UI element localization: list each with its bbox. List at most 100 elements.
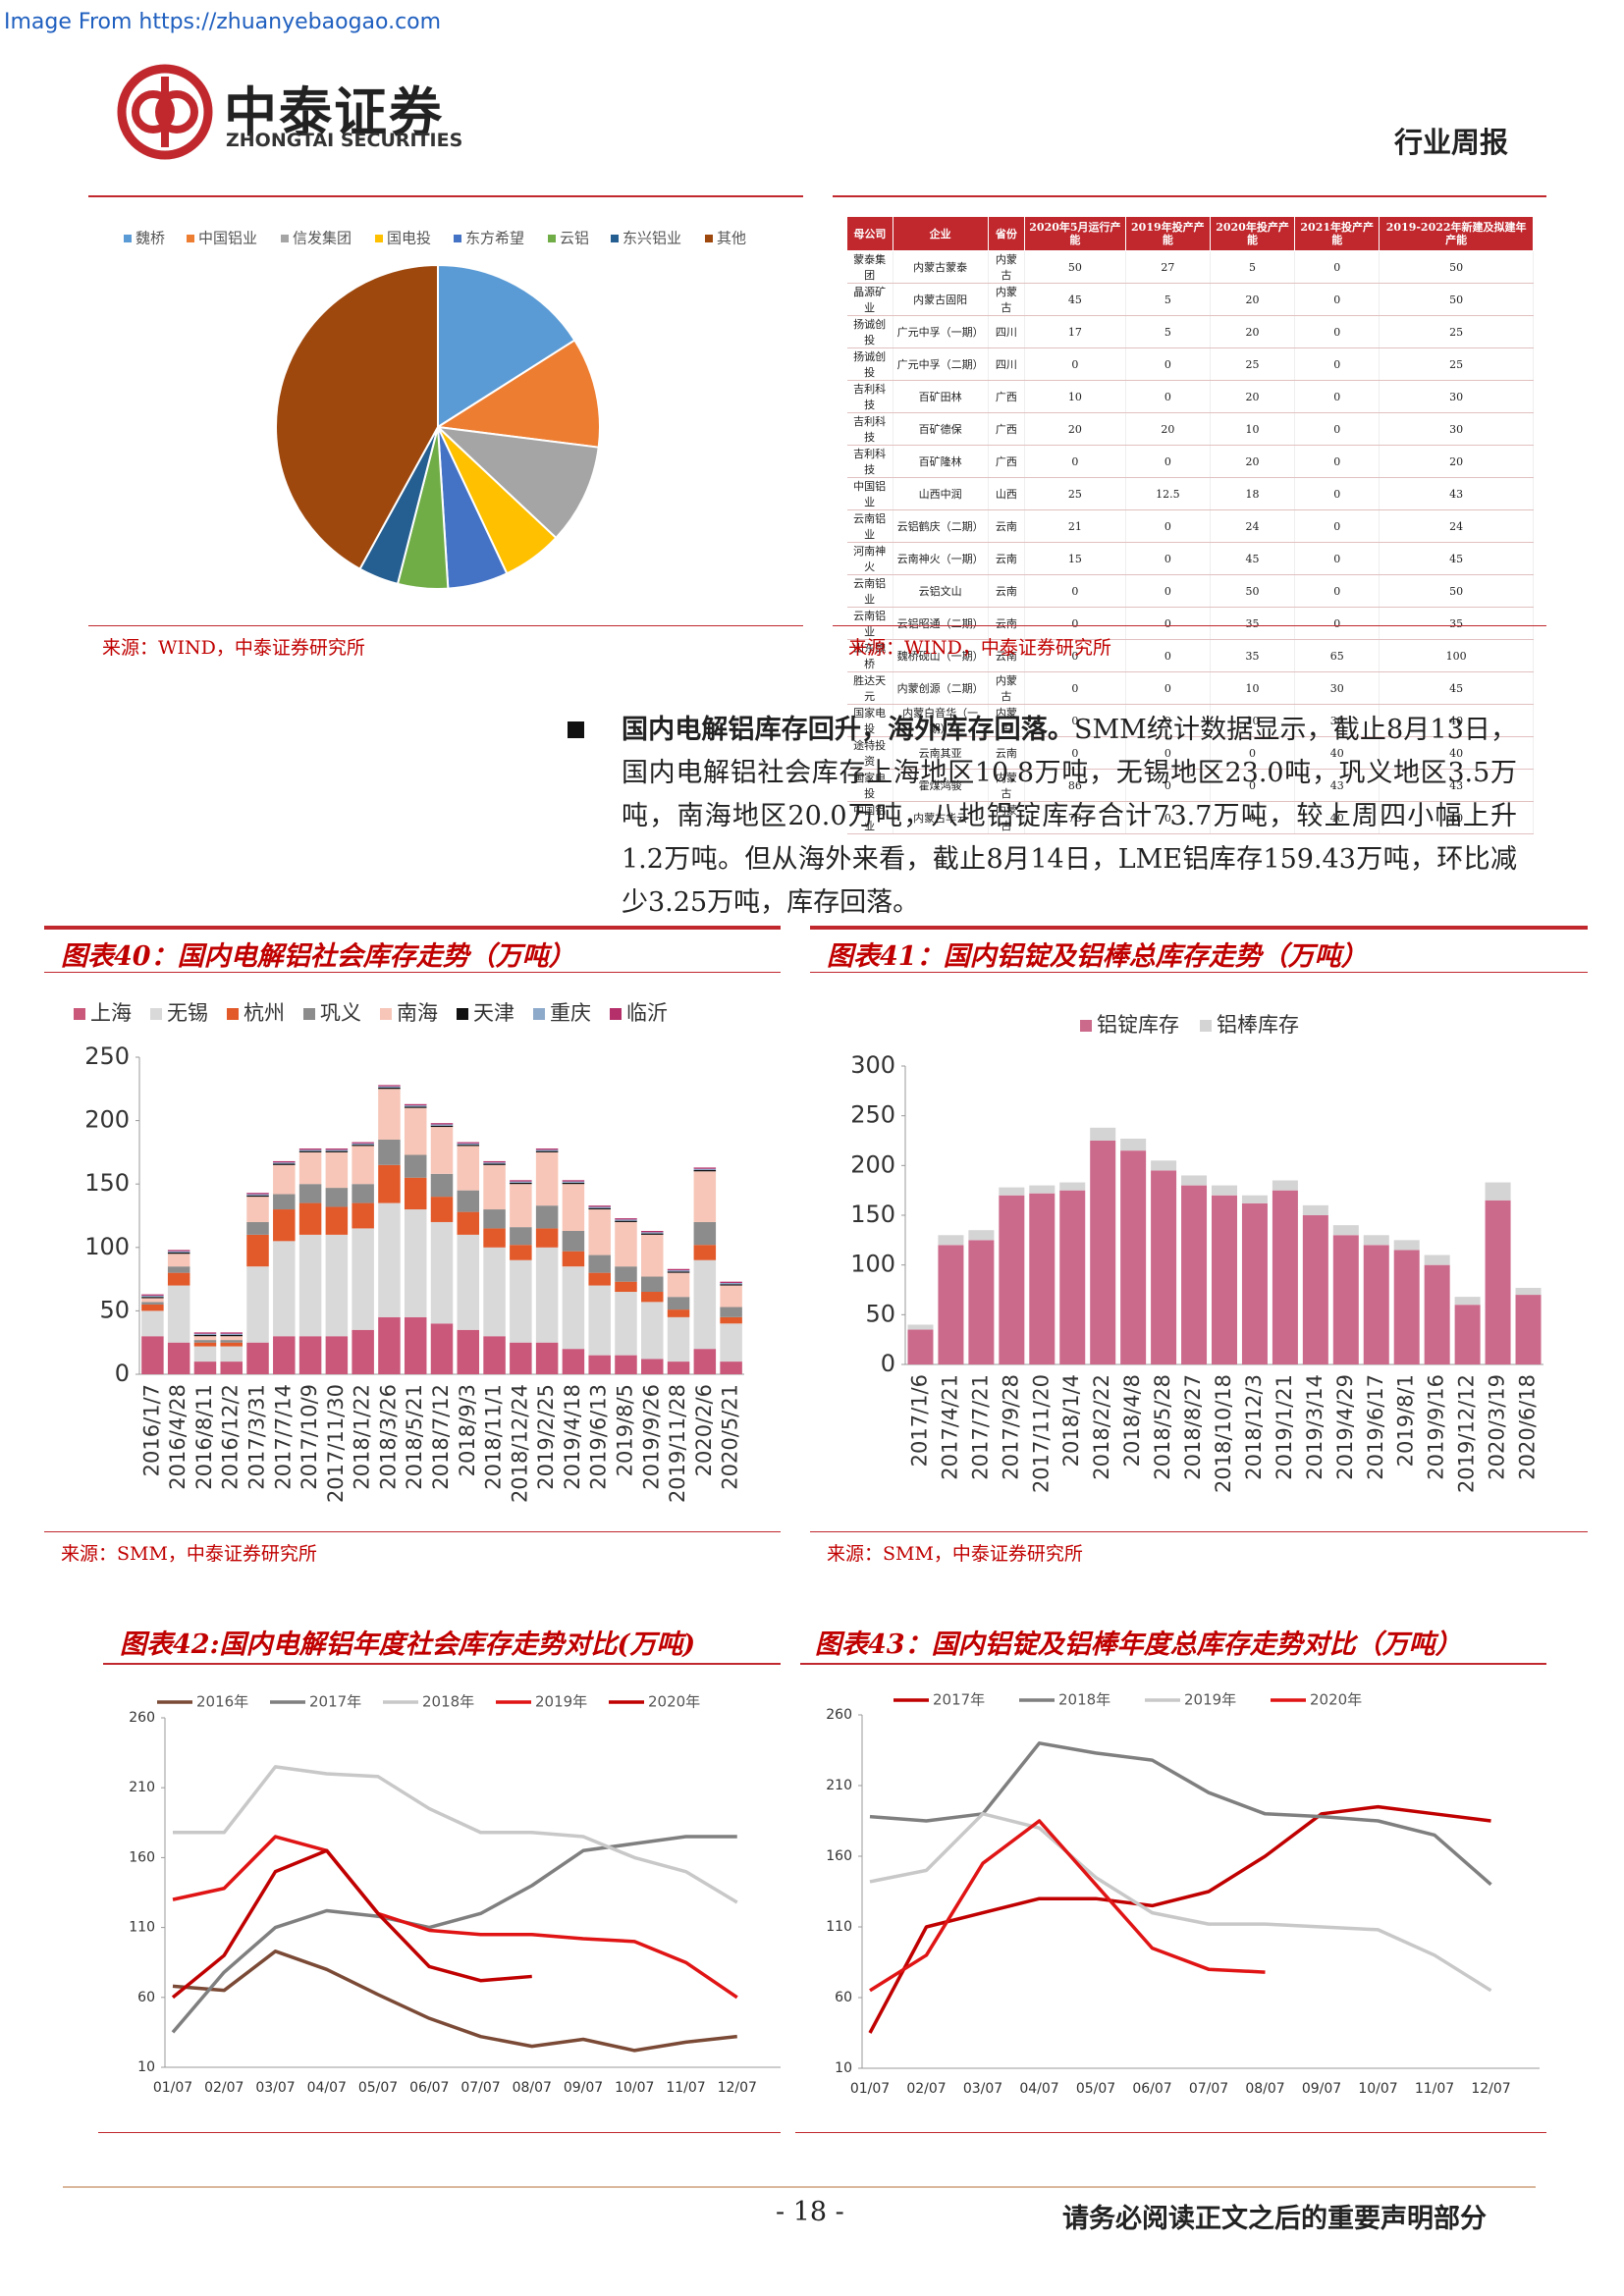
table-cell: 中国铝业 — [846, 477, 893, 510]
x-tick-label: 05/07 — [358, 2080, 398, 2096]
bar-segment — [457, 1234, 480, 1330]
table-cell: 0 — [1125, 607, 1211, 640]
bar-segment — [220, 1362, 243, 1374]
bar-segment — [378, 1139, 401, 1165]
table-cell: 内蒙古华云 — [893, 801, 989, 834]
legend-label: 南海 — [397, 1001, 438, 1025]
bar-segment — [273, 1209, 296, 1242]
series-line — [869, 1819, 1266, 1993]
bar-segment — [378, 1085, 401, 1087]
bar-segment — [193, 1332, 217, 1334]
bar-segment — [693, 1245, 717, 1260]
table-cell: 25 — [1379, 315, 1534, 348]
bar-segment — [1485, 1182, 1511, 1201]
table-cell: 0 — [1210, 801, 1296, 834]
bar-segment — [404, 1106, 427, 1108]
rule — [44, 1531, 781, 1532]
x-tick-label: 2016/8/11 — [192, 1384, 216, 1490]
table-cell: 5 — [1210, 250, 1296, 284]
source-link[interactable]: Image From https://zhuanyebaogao.com — [4, 10, 442, 34]
bar-segment — [907, 1329, 934, 1364]
bar-segment — [273, 1194, 296, 1210]
table-cell: 云南铝业 — [846, 574, 893, 608]
table-cell: 吉利科技 — [846, 412, 893, 446]
bar-segment — [999, 1195, 1025, 1364]
bullet — [568, 721, 584, 738]
series-line — [171, 1835, 737, 2034]
table-row: 扬诚创投 广元中孚（一期） 四川 17 5 20 0 25 — [846, 315, 1534, 348]
bar-segment — [141, 1336, 164, 1374]
rule — [88, 625, 803, 626]
legend-label: 2020年 — [648, 1693, 700, 1711]
x-tick-label: 2020/6/18 — [1516, 1374, 1540, 1480]
table-cell: 魏桥砚山（一期） — [893, 639, 989, 672]
bar-segment — [273, 1162, 296, 1164]
x-tick-label: 06/07 — [1132, 2081, 1171, 2097]
legend-label: 无锡 — [167, 1001, 208, 1025]
bar-segment — [325, 1188, 349, 1207]
bar-segment — [483, 1336, 506, 1374]
bar-segment — [430, 1127, 454, 1174]
bar-segment — [510, 1184, 532, 1228]
legend-label: 巩义 — [320, 1001, 361, 1025]
table-cell: 40 — [1379, 801, 1534, 834]
table-cell: 途特投资 — [846, 736, 893, 770]
bar-segment — [430, 1197, 454, 1222]
y-tick-label: 250 — [84, 1042, 130, 1070]
table-row: 云南铝业 云铝文山 云南 0 0 50 0 50 — [846, 574, 1534, 608]
table-row: 云南铝业 云铝昭通（二期） 云南 0 0 35 0 35 — [846, 607, 1534, 640]
bar-segment — [615, 1292, 637, 1356]
capacity-table-wrap: 母公司 企业 省份 2020年5月运行产能 2019年投产产能 2020年投产产能 2021… — [846, 216, 1534, 834]
bar-segment — [220, 1340, 243, 1343]
legend-label: 2017年 — [933, 1691, 985, 1709]
x-tick-label: 04/07 — [307, 2080, 347, 2096]
x-tick-label: 2018/11/1 — [482, 1384, 506, 1490]
bar-segment — [483, 1160, 506, 1163]
legend-label: 2019年 — [535, 1693, 587, 1711]
table-cell: 云南神火（一期） — [893, 542, 989, 575]
table-row: 山东魏桥 魏桥砚山（一期） 云南 0 0 35 65 100 — [846, 639, 1534, 672]
bar-segment — [1302, 1204, 1328, 1215]
bar-segment — [325, 1336, 349, 1374]
table-cell: 0 — [1294, 412, 1380, 446]
legend-label: 铝棒库存 — [1217, 1013, 1299, 1037]
paragraph: 国内电解铝库存回升，海外库存回落。SMM统计数据显示，截止8月13日，国内电解铝… — [622, 709, 1517, 925]
bar-segment — [588, 1272, 611, 1286]
table-cell: 山东魏桥 — [846, 639, 893, 672]
x-tick-label: 10/07 — [1358, 2081, 1397, 2097]
bar-segment — [246, 1195, 269, 1198]
legend-swatch — [705, 235, 713, 242]
bar-segment — [167, 1266, 190, 1273]
series-line — [173, 1765, 738, 1904]
x-tick-label: 02/07 — [204, 2080, 244, 2096]
x-tick-label: 2017/11/30 — [324, 1384, 348, 1503]
y-tick-label: 200 — [850, 1150, 895, 1178]
table-cell: 20 — [1125, 412, 1211, 446]
y-tick-label: 110 — [129, 1920, 155, 1936]
legend-label: 国电投 — [387, 230, 431, 247]
y-tick-label: 60 — [835, 1990, 852, 2005]
bar-segment — [193, 1340, 217, 1343]
legend-label: 云铝 — [560, 230, 589, 247]
legend-swatch — [187, 235, 194, 242]
bar-segment — [693, 1167, 717, 1169]
table-cell: 国家电投 — [846, 769, 893, 802]
table-cell: 0 — [1294, 445, 1380, 478]
legend-label: 2020年 — [1310, 1691, 1362, 1709]
bar-segment — [141, 1302, 164, 1305]
table-cell: 30 — [1294, 704, 1380, 737]
x-tick-label: 12/07 — [718, 2080, 757, 2096]
bar-segment — [457, 1190, 480, 1212]
table-cell: 广西 — [988, 412, 1026, 446]
bar-segment — [430, 1173, 454, 1198]
table-cell: 0 — [1125, 542, 1211, 575]
legend-swatch — [548, 235, 556, 242]
bar-segment — [220, 1342, 243, 1347]
bar-segment — [1151, 1160, 1177, 1171]
x-tick-label: 2019/8/1 — [1394, 1374, 1418, 1467]
bar-segment — [615, 1221, 637, 1267]
table-cell: 24 — [1379, 509, 1534, 543]
y-tick-label: 60 — [137, 1990, 155, 2005]
bar-segment — [141, 1304, 164, 1311]
table-header: 企业 — [892, 216, 989, 251]
